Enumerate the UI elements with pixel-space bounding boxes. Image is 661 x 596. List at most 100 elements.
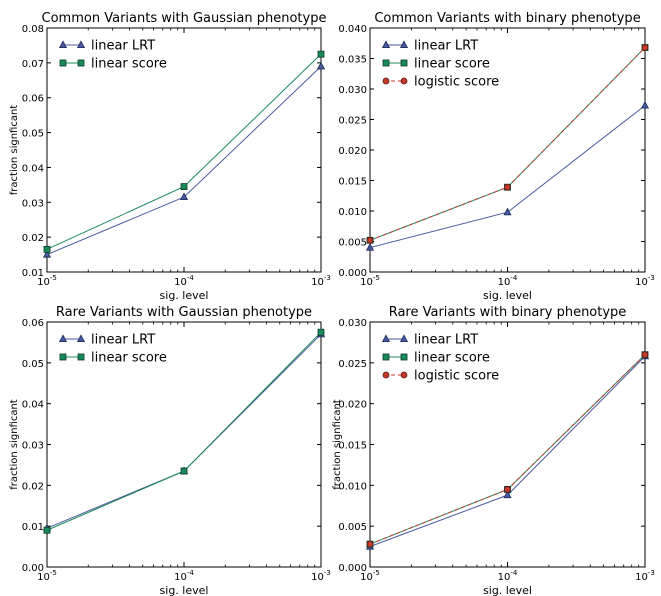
plot-frame xyxy=(369,27,646,273)
y-tick-label: 0.06 xyxy=(22,94,44,105)
y-tick-label: 0.010 xyxy=(338,481,367,492)
legend-marker xyxy=(58,334,68,343)
data-point xyxy=(180,467,188,475)
plot-frame xyxy=(369,321,646,568)
data-point xyxy=(317,50,325,58)
legend-label: logistic score xyxy=(414,75,499,90)
legend-label: linear score xyxy=(91,351,167,366)
x-tick-exponent: -3 xyxy=(648,569,655,577)
series-line xyxy=(46,331,322,531)
x-tick-label: 10-4 xyxy=(498,274,518,288)
legend: linear LRT linear score xyxy=(58,333,167,366)
x-tick-label: 10-5 xyxy=(360,274,380,288)
x-axis-label: sig. level xyxy=(483,584,532,596)
legend-marker xyxy=(400,59,408,67)
legend-label: linear LRT xyxy=(414,39,478,54)
x-tick-label: 10-5 xyxy=(360,569,380,583)
legend-marker xyxy=(77,59,85,67)
legend-marker xyxy=(400,77,408,85)
chart-panel-4: Rare Variants with binary phenotype 0.000… xyxy=(332,305,655,596)
chart-title: Rare Variants with Gaussian phenotype xyxy=(56,305,312,320)
series-linear-score xyxy=(366,351,649,548)
y-tick-label: 0.020 xyxy=(338,400,367,411)
data-point xyxy=(42,249,52,258)
y-tick-label: 0.05 xyxy=(22,129,44,140)
plot-frame xyxy=(46,27,322,273)
legend-label: linear score xyxy=(91,57,167,72)
series-linear-score xyxy=(43,50,325,253)
legend: linear LRT linear score xyxy=(58,39,167,72)
data-point xyxy=(503,490,512,499)
x-tick-exponent: -3 xyxy=(648,274,655,282)
data-point xyxy=(641,44,649,51)
y-tick-label: 0.005 xyxy=(338,238,367,249)
chart-title: Common Variants with Gaussian phenotype xyxy=(42,11,327,26)
y-tick-label: 0.00 xyxy=(22,563,44,574)
y-tick-label: 0.04 xyxy=(22,163,44,174)
y-tick-label: 0.000 xyxy=(338,268,367,279)
legend-marker xyxy=(59,353,67,361)
x-tick-exponent: -4 xyxy=(187,569,195,577)
legend-marker xyxy=(381,40,391,48)
y-tick-label: 0.06 xyxy=(22,318,44,329)
data-point xyxy=(640,100,650,109)
y-axis-label: fraction signficant xyxy=(9,105,20,196)
data-point xyxy=(504,486,511,493)
legend-marker xyxy=(58,40,68,48)
y-tick-label: 0.030 xyxy=(338,318,367,329)
x-tick-exponent: -3 xyxy=(324,569,331,577)
x-tick-exponent: -3 xyxy=(324,274,331,282)
legend-marker xyxy=(382,353,390,361)
y-tick-label: 0.07 xyxy=(22,59,44,70)
data-point xyxy=(43,245,51,253)
y-tick-label: 0.015 xyxy=(338,441,367,452)
legend-marker xyxy=(382,371,390,379)
legend-label: linear score xyxy=(414,351,490,366)
x-tick-exponent: -4 xyxy=(510,569,518,577)
series-logistic-score xyxy=(366,351,649,548)
x-tick-exponent: -4 xyxy=(510,274,518,282)
data-point xyxy=(179,192,189,201)
y-tick-label: 0.08 xyxy=(22,24,44,35)
data-point xyxy=(316,61,326,70)
x-tick-label: 10-3 xyxy=(311,274,331,288)
y-tick-label: 0.05 xyxy=(22,359,44,370)
x-tick-label: 10-3 xyxy=(311,569,331,583)
x-axis-label: sig. level xyxy=(483,289,532,302)
legend-label: linear LRT xyxy=(414,333,478,348)
series-linear-LRT xyxy=(365,100,650,251)
data-point xyxy=(43,526,51,534)
chart-panel-1: Common Variants with Gaussian phenotype0… xyxy=(9,11,331,302)
data-point xyxy=(366,236,374,244)
data-point xyxy=(641,351,649,359)
data-point xyxy=(180,183,188,191)
x-tick-label: 10-5 xyxy=(37,569,57,583)
legend-label: linear score xyxy=(414,57,490,72)
data-point xyxy=(504,183,511,191)
series-logistic-score xyxy=(366,44,649,244)
legend-marker xyxy=(400,353,408,361)
x-tick-label: 10-4 xyxy=(174,274,194,288)
series-line xyxy=(369,354,646,545)
chart-panel-2: Common Variants with binary phenotype 0.0… xyxy=(338,11,655,302)
x-tick-exponent: -5 xyxy=(373,569,380,577)
y-axis-label: fraction signficant xyxy=(332,399,343,490)
y-tick-label: 0.025 xyxy=(338,359,367,370)
x-tick-exponent: -5 xyxy=(373,274,380,282)
y-tick-label: 0.015 xyxy=(338,177,367,188)
series-line xyxy=(369,105,646,249)
x-tick-exponent: -4 xyxy=(187,274,195,282)
legend-marker xyxy=(399,334,409,343)
x-tick-exponent: -5 xyxy=(50,274,57,282)
series-line xyxy=(46,333,322,529)
legend: linear LRT linear score logistic score xyxy=(381,333,499,384)
legend-marker xyxy=(381,334,391,343)
y-tick-label: 0.030 xyxy=(338,85,367,96)
series-linear-LRT xyxy=(365,351,650,550)
legend: linear LRT linear score logistic score xyxy=(381,39,499,90)
x-tick-label: 10-3 xyxy=(635,274,655,288)
y-tick-label: 0.010 xyxy=(338,207,367,218)
x-tick-label: 10-3 xyxy=(635,569,655,583)
data-point xyxy=(503,207,512,216)
y-tick-label: 0.03 xyxy=(22,198,44,209)
